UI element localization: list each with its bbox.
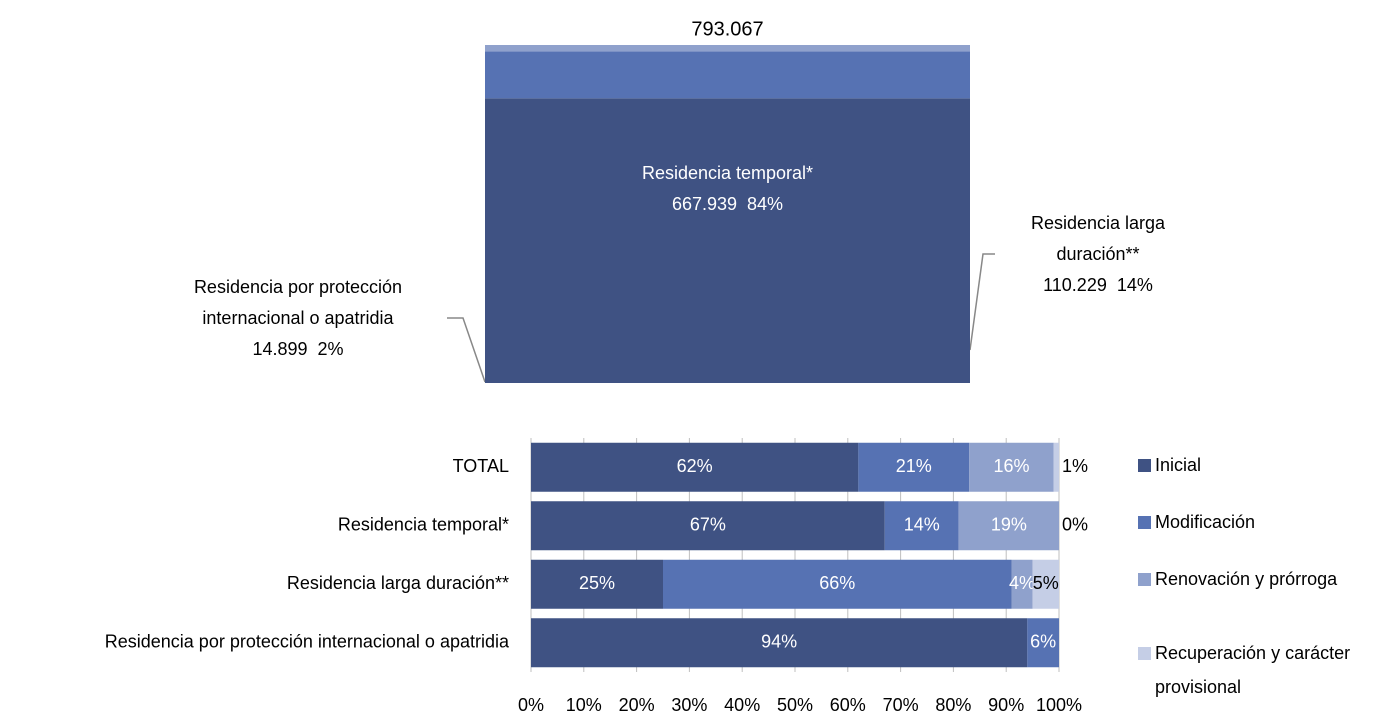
segment-name: Residencia larga duración**: [1030, 213, 1166, 264]
segment-value: 667.939: [671, 194, 738, 214]
data-label: 66%: [819, 573, 855, 593]
segment-name: Residencia por protección internacional …: [193, 277, 403, 328]
segment-share: 2%: [317, 339, 344, 359]
bar-segment: [1027, 618, 1059, 668]
x-tick-label: 40%: [724, 695, 760, 713]
legend-item: Inicial: [1138, 448, 1388, 482]
segment-annotation: Residencia larga duración** 110.229 14%: [1008, 208, 1188, 301]
data-label: 16%: [993, 456, 1029, 476]
legend-label: Renovación y prórroga: [1155, 569, 1338, 589]
segment-name: Residencia temporal*: [641, 163, 814, 183]
bar-segment: [531, 442, 859, 492]
bar-segment: [663, 559, 1012, 609]
bar-segment: [1011, 559, 1033, 609]
leader-line: [447, 317, 486, 383]
x-tick-label: 80%: [935, 695, 971, 713]
x-tick-label: 10%: [566, 695, 602, 713]
x-tick-label: 60%: [830, 695, 866, 713]
bar-segment: [969, 442, 1054, 492]
bar-segment: [1032, 559, 1059, 609]
segment-value: 110.229: [1043, 275, 1107, 295]
segment-share: 84%: [747, 194, 784, 214]
y-tick-label: Residencia temporal*: [338, 515, 509, 535]
legend-swatch: [1138, 573, 1151, 586]
segment-annotation: Residencia por protección internacional …: [148, 272, 448, 365]
data-label: 21%: [896, 456, 932, 476]
legend-label: Recuperación y carácter provisional: [1155, 643, 1351, 697]
legend-swatch: [1138, 516, 1151, 529]
column-segment: [485, 45, 970, 52]
legend-label: Modificación: [1155, 512, 1256, 532]
bar-segment: [958, 501, 1059, 551]
segment-value: 14.899: [252, 339, 308, 359]
bar-segment: [531, 501, 885, 551]
bar-segment: [858, 442, 970, 492]
x-tick-label: 70%: [883, 695, 919, 713]
x-tick-label: 90%: [988, 695, 1024, 713]
data-label: 0%: [1062, 515, 1088, 535]
bar-segment: [531, 559, 663, 609]
bar-segment: [1053, 442, 1059, 492]
data-label: 25%: [579, 573, 615, 593]
data-label: 6%: [1030, 632, 1056, 652]
y-tick-label: Residencia por protección internacional …: [105, 632, 510, 652]
legend-swatch: [1138, 647, 1151, 660]
bar-segment: [531, 618, 1028, 668]
y-tick-label: TOTAL: [453, 456, 509, 476]
data-label: 19%: [991, 515, 1027, 535]
data-label: 1%: [1062, 456, 1088, 476]
leader-line: [969, 253, 995, 351]
x-tick-label: 0%: [518, 695, 544, 713]
data-label: 62%: [677, 456, 713, 476]
segment-annotation: Residencia temporal* 667.939 84%: [580, 158, 875, 220]
legend-label: Inicial: [1155, 455, 1202, 475]
data-label: 4%: [1009, 573, 1035, 593]
x-tick-label: 100%: [1036, 695, 1082, 713]
y-tick-label: Residencia larga duración**: [287, 573, 509, 593]
data-label: 67%: [690, 515, 726, 535]
x-tick-label: 50%: [777, 695, 813, 713]
data-label: 5%: [1033, 573, 1059, 593]
total-label: 793.067: [691, 18, 763, 40]
bar-segment: [884, 501, 959, 551]
column-segment: [485, 98, 970, 384]
x-tick-label: 20%: [619, 695, 655, 713]
legend-swatch: [1138, 459, 1151, 472]
legend-item: Modificación: [1138, 505, 1388, 539]
legend-item: Renovación y prórroga: [1138, 562, 1388, 596]
column-segment: [485, 51, 970, 99]
segment-share: 14%: [1116, 275, 1153, 295]
data-label: 94%: [761, 632, 797, 652]
x-tick-label: 30%: [671, 695, 707, 713]
data-label: 14%: [904, 515, 940, 535]
legend-item: Recuperación y carácter provisional: [1138, 636, 1388, 704]
